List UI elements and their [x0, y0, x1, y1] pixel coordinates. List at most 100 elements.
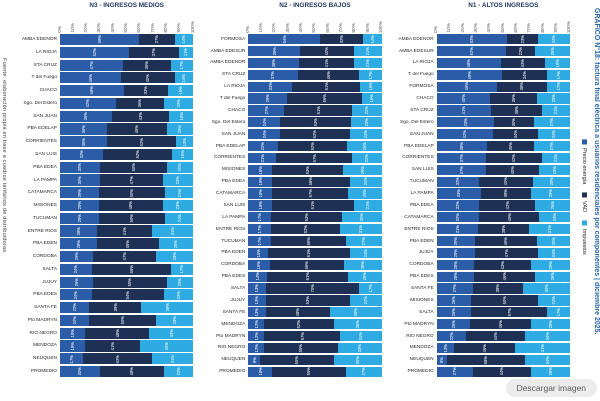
segment-impuestos: 19% — [167, 85, 194, 97]
segment-impuestos: 24% — [349, 295, 382, 306]
bar-row: ENTRE RIOS 17% 52% 31% — [201, 224, 382, 235]
bar-track: 18% 53% 29% — [248, 164, 382, 175]
segment-impuestos: 17% — [358, 69, 382, 80]
segment-precio-energia: 9% — [248, 354, 261, 365]
segment-value: 29% — [359, 165, 365, 174]
row-label: Pto MADRYN — [27, 317, 57, 323]
segment-value: 21% — [176, 214, 182, 223]
row-label: T del Fuego — [408, 72, 434, 78]
segment-impuestos: 24% — [537, 129, 570, 140]
bar-row: SANTA FE 22% 39% 39% — [13, 302, 194, 314]
row-label: NEUQUEN — [221, 357, 246, 363]
bar-row: AMBA EDENOR 59% 27% 14% — [13, 34, 194, 46]
segment-impuestos: 25% — [348, 188, 382, 199]
axis-tick: 80% — [352, 23, 358, 33]
segment-value: 31% — [170, 226, 176, 236]
legend-item-vad: VAD — [581, 192, 587, 212]
segment-value: 46% — [503, 236, 509, 246]
segment-value: 22% — [72, 303, 78, 312]
segment-value: 25% — [550, 94, 556, 103]
legend-item-impuestos: Impuestos — [581, 220, 587, 255]
segment-vad: 40% — [121, 72, 175, 84]
segment-vad: 50% — [471, 295, 538, 306]
segment-impuestos: 24% — [349, 129, 382, 140]
segment-value: 23% — [363, 118, 369, 127]
segment-precio-energia: 29% — [436, 247, 476, 259]
segment-value: 41% — [323, 58, 329, 68]
segment-value: 33% — [357, 343, 363, 353]
segment-value: 31% — [358, 331, 364, 341]
segment-impuestos: 24% — [537, 295, 570, 306]
bar-row: JUJUY 13% 63% 24% — [201, 295, 382, 306]
segment-vad: 56% — [270, 235, 346, 247]
segment-value: 29% — [76, 188, 82, 197]
segment-value: 29% — [453, 236, 459, 246]
segment-precio-energia: 43% — [436, 117, 494, 128]
segment-value: 22% — [364, 153, 370, 163]
segment-value: 18% — [178, 111, 184, 121]
axis-tick: 70% — [150, 23, 156, 33]
segment-value: 17% — [367, 70, 373, 79]
segment-impuestos: 24% — [349, 176, 382, 187]
axis-tick: 50% — [312, 23, 318, 33]
segment-value: 40% — [503, 177, 509, 186]
segment-impuestos: 39% — [329, 307, 382, 318]
axis-tick: 20% — [272, 23, 278, 33]
bar-track: 13% 46% 41% — [436, 342, 570, 354]
segment-vad: 52% — [102, 148, 172, 161]
segment-impuestos: 16% — [360, 81, 382, 92]
bar-track: 14% 61% 25% — [248, 271, 382, 282]
bar-row: SAN JUAN 39% 43% 18% — [13, 110, 194, 122]
segment-precio-energia: 52% — [60, 46, 130, 58]
row-label: CORDOBA — [32, 254, 57, 260]
segment-vad: 38% — [477, 224, 529, 235]
segment-precio-energia: 17% — [248, 212, 271, 223]
segment-precio-energia: 22% — [60, 314, 90, 327]
segment-impuestos: 14% — [362, 34, 382, 45]
segment-value: 13% — [442, 343, 448, 353]
bar-row: PROMEDIO 30% 48% 22% — [13, 365, 194, 378]
segment-value: 36% — [137, 99, 143, 108]
bar-track: 22% 44% 34% — [436, 330, 570, 342]
segment-precio-energia: 32% — [436, 176, 480, 187]
row-label: SAN JUAN — [33, 113, 57, 119]
segment-value: 38% — [495, 284, 501, 293]
segment-vad: 36% — [122, 59, 171, 71]
bar-row: SALTA 13% 70% 17% — [201, 283, 382, 294]
panel-title: N1 - ALTOS INGRESOS — [468, 2, 539, 9]
segment-impuestos: 22% — [352, 152, 382, 164]
bar-row: CORRIENTES 35% 52% 13% — [13, 136, 194, 148]
row-label: CORDOBA — [221, 262, 246, 268]
row-label: PBA EDEA — [409, 202, 434, 208]
segment-precio-energia: 53% — [436, 34, 508, 45]
bar-track: 17% 52% 31% — [60, 353, 194, 365]
download-image-button[interactable]: Descargar imagen — [505, 379, 597, 397]
segment-value: 22% — [364, 106, 370, 115]
segment-value: 17% — [367, 284, 373, 293]
bar-track: 52% 37% 11% — [60, 46, 194, 58]
segment-value: 32% — [455, 213, 461, 222]
segment-value: 38% — [503, 189, 509, 198]
segment-precio-energia: 17% — [248, 235, 271, 247]
bar-track: 32% 45% 23% — [436, 212, 570, 223]
segment-vad: 43% — [473, 259, 532, 270]
segment-value: 29% — [548, 260, 554, 269]
segment-precio-energia: 37% — [436, 164, 486, 175]
bar-row: JUJUY 29% 47% 24% — [390, 247, 570, 259]
row-label: MENDOZA — [33, 343, 57, 349]
bar-track: 17% 56% 27% — [248, 235, 382, 247]
segment-precio-energia: 30% — [60, 174, 100, 186]
bar-row: SAN JUAN 24% 52% 24% — [201, 129, 382, 140]
bar-track: 39% 43% 18% — [60, 110, 194, 122]
segment-value: 26% — [173, 239, 179, 249]
segment-precio-energia: 52% — [436, 45, 506, 57]
bar-row: RIO NEGRO 12% 55% 33% — [201, 342, 382, 354]
bar-row: T del Fuego 46% 40% 14% — [13, 72, 194, 84]
segment-precio-energia: 24% — [60, 289, 92, 301]
bar-row: PBA EDEA 32% 42% 26% — [390, 200, 570, 211]
segment-value: 28% — [172, 252, 178, 261]
segment-precio-energia: 21% — [248, 152, 277, 164]
segment-impuestos: 36% — [333, 354, 382, 365]
segment-impuestos: 33% — [337, 342, 382, 354]
